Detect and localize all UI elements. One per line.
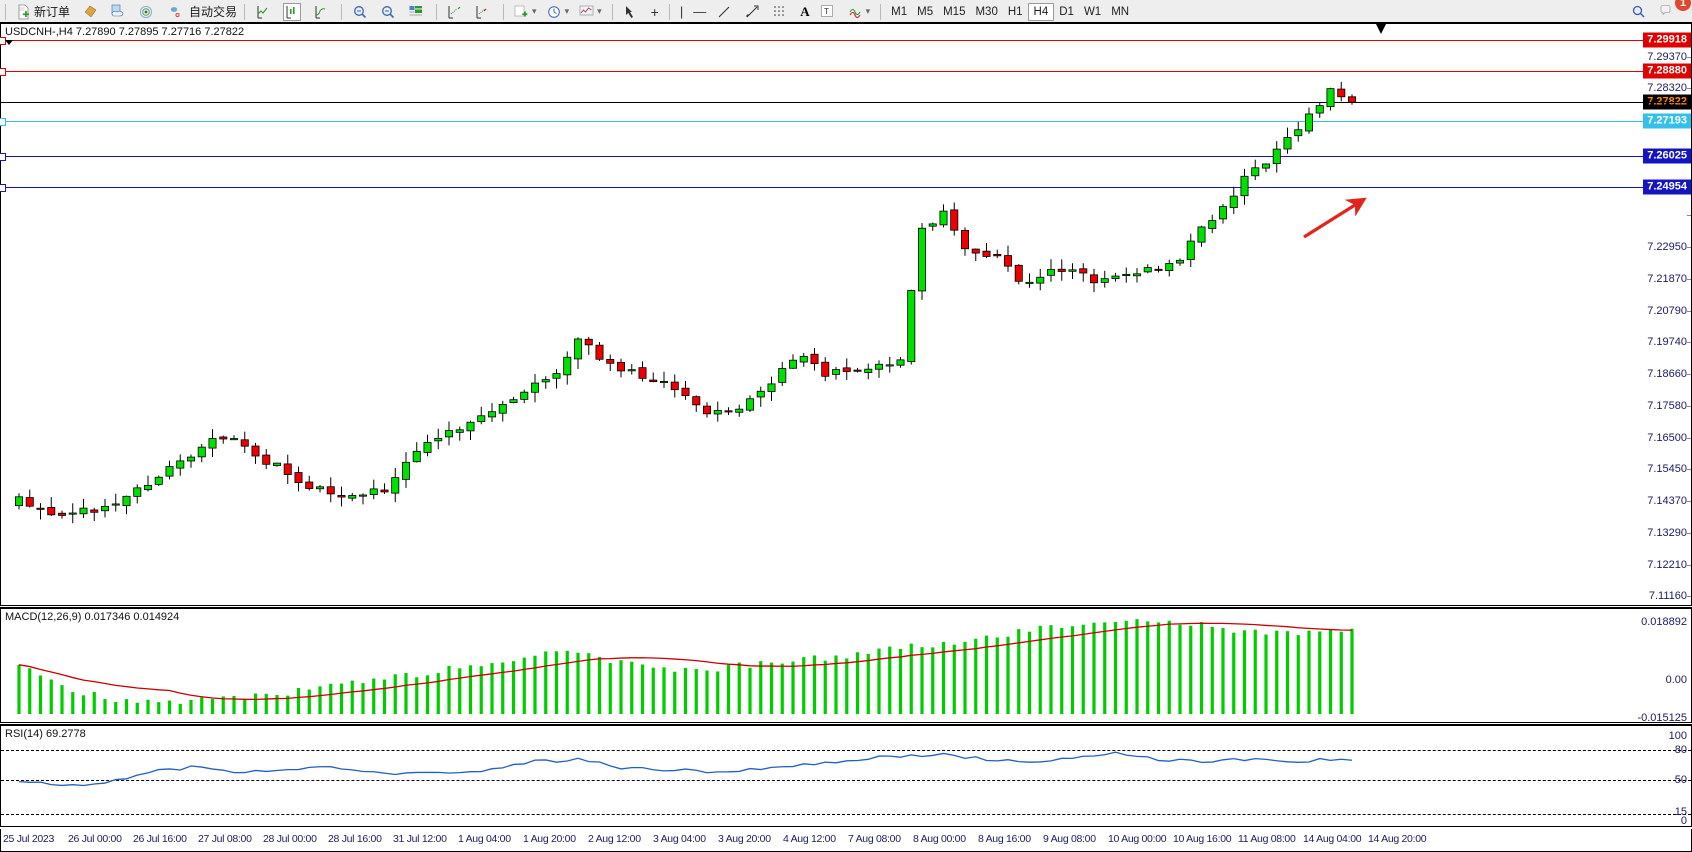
svg-text:T: T	[824, 7, 829, 16]
